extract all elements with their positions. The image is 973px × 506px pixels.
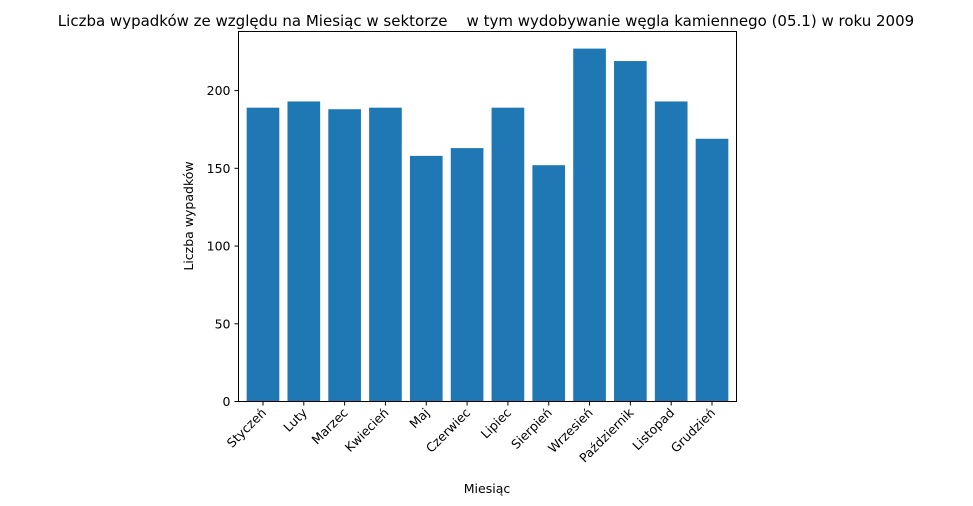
bar-0 (246, 107, 280, 402)
bar-2 (328, 109, 361, 402)
x-tick-label-4: Maj (406, 405, 432, 431)
x-tick-label-3: Kwiecień (342, 405, 392, 455)
bars-group (246, 48, 729, 402)
bar-10 (654, 101, 688, 402)
y-tick-label-3: 150 (207, 161, 231, 176)
bar-6 (491, 107, 525, 402)
bar-3 (369, 107, 402, 402)
bar-11 (695, 138, 729, 402)
x-axis-label: Miesiąc (464, 481, 511, 496)
bar-5 (450, 148, 484, 402)
bar-7 (532, 165, 566, 402)
y-tick-label-0: 0 (223, 394, 231, 409)
y-tick-label-4: 200 (207, 83, 231, 98)
y-axis-label: Liczba wypadków (181, 161, 196, 270)
chart-title: Liczba wypadków ze względu na Miesiąc w … (58, 12, 914, 30)
y-tick-label-2: 100 (207, 239, 231, 254)
bar-4 (409, 155, 443, 402)
y-tick-label-1: 50 (215, 316, 231, 331)
x-tick-label-11: Grudzień (668, 405, 718, 455)
y-axis: 0 50 100 150 200 (207, 83, 239, 409)
bar-8 (573, 48, 606, 402)
x-tick-label-1: Luty (280, 405, 310, 435)
x-tick-label-0: Styczeń (224, 405, 269, 450)
x-tick-label-6: Lipiec (478, 405, 514, 441)
x-tick-label-5: Czerwiec (423, 405, 474, 456)
bar-9 (614, 61, 647, 402)
plot-frame (238, 31, 737, 402)
bar-1 (287, 101, 321, 402)
